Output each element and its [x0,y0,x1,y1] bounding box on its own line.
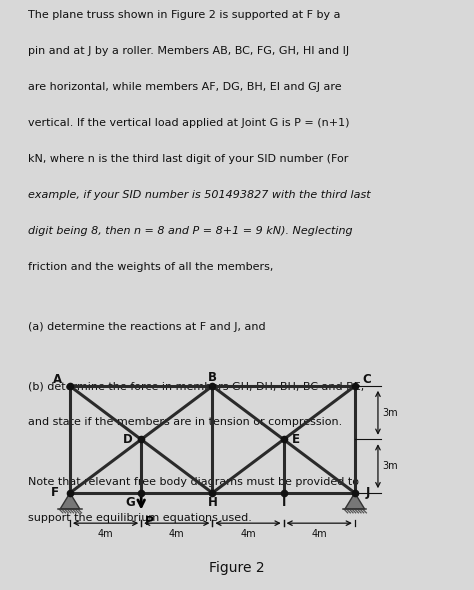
Text: and state if the members are in tension or compression.: and state if the members are in tension … [28,418,343,428]
Text: friction and the weights of all the members,: friction and the weights of all the memb… [28,262,274,272]
Text: G: G [126,496,136,509]
Text: 4m: 4m [98,529,113,539]
Text: pin and at J by a roller. Members AB, BC, FG, GH, HI and IJ: pin and at J by a roller. Members AB, BC… [28,46,349,56]
Text: digit being 8, then n = 8 and P = 8+1 = 9 kN). Neglecting: digit being 8, then n = 8 and P = 8+1 = … [28,226,353,236]
Text: Figure 2: Figure 2 [209,561,265,575]
Text: (b) determine the force in members GH, DH, BH, BC and BE,: (b) determine the force in members GH, D… [28,382,365,392]
Text: C: C [362,373,371,386]
Text: The plane truss shown in Figure 2 is supported at F by a: The plane truss shown in Figure 2 is sup… [28,10,341,20]
Text: 3m: 3m [383,461,398,471]
Text: 3m: 3m [383,408,398,418]
Text: are horizontal, while members AF, DG, BH, EI and GJ are: are horizontal, while members AF, DG, BH… [28,82,342,92]
Text: 4m: 4m [311,529,327,539]
Text: A: A [53,373,62,386]
Text: 4m: 4m [240,529,256,539]
Polygon shape [60,493,80,509]
Text: I: I [282,496,286,509]
Text: P: P [145,515,154,528]
Text: D: D [123,433,133,446]
Text: (a) determine the reactions at F and J, and: (a) determine the reactions at F and J, … [28,322,266,332]
Text: support the equilibrium equations used.: support the equilibrium equations used. [28,513,252,523]
Text: Note that relevant free body diagrams must be provided to: Note that relevant free body diagrams mu… [28,477,359,487]
Text: example, if your SID number is 501493827 with the third last: example, if your SID number is 501493827… [28,190,371,200]
Text: J: J [366,486,370,499]
Text: vertical. If the vertical load applied at Joint G is P = (n+1): vertical. If the vertical load applied a… [28,118,350,128]
Text: B: B [208,371,217,384]
Text: H: H [208,496,217,509]
Text: E: E [292,433,300,446]
Text: F: F [51,486,59,499]
Text: 4m: 4m [169,529,184,539]
Polygon shape [345,493,365,509]
Text: kN, where n is the third last digit of your SID number (For: kN, where n is the third last digit of y… [28,154,349,164]
